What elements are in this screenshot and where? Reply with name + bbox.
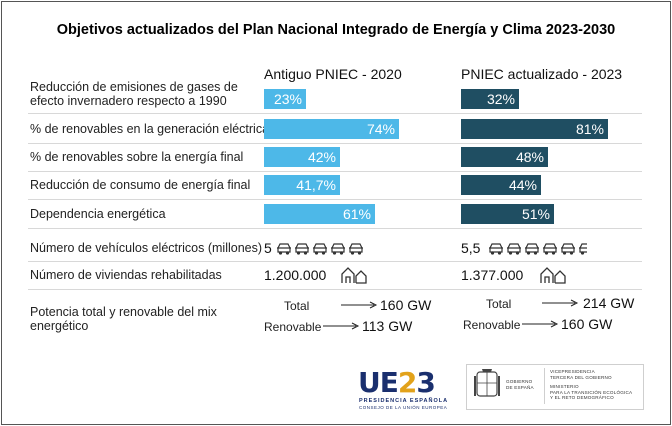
row-label-power: Potencia total y renovable del mix energ… [30, 305, 217, 333]
gov-right-line: PARA LA TRANSICIÓN ECOLÓGICA [550, 389, 633, 395]
row-separator [28, 171, 642, 172]
category-label: % de renovables sobre la energía final [30, 150, 244, 164]
row-separator [28, 143, 642, 144]
gov-right-line: Y EL RETO DEMOGRÁFICO [550, 395, 614, 400]
gov-divider [544, 368, 545, 404]
house-icon [341, 267, 367, 284]
bar-value-label: 61% [342, 206, 371, 222]
homes-new-value: 1.377.000 [461, 267, 524, 283]
power-old-renew-label: Renovable [264, 320, 322, 334]
bar-value-label: 48% [515, 149, 544, 165]
bar-old: 41,7% [264, 175, 340, 195]
arrow-right-icon [522, 320, 559, 328]
gov-left-text: GOBIERNO DE ESPAÑA [506, 379, 534, 390]
bar-new: 48% [461, 147, 548, 167]
bar-value-label: 44% [508, 177, 537, 193]
arrow-right-icon [542, 299, 579, 307]
category-label: Reducción de consumo de energía final [30, 178, 251, 192]
car-icon [489, 243, 503, 255]
power-new-total-value: 214 GW [583, 295, 635, 311]
arrow-right-icon [323, 322, 360, 330]
bar-value-label: 51% [521, 206, 550, 222]
car-icon [561, 243, 575, 255]
category-label: Reducción de emisiones de gases de efecto… [30, 80, 238, 108]
government-logo [466, 364, 644, 410]
car-icon [579, 243, 587, 255]
vehicles-new-value: 5,5 [461, 240, 481, 256]
car-icon [313, 243, 327, 255]
chart-title: Objetivos actualizados del Plan Nacional… [56, 22, 616, 38]
car-icon [507, 243, 521, 255]
arrow-right-icon [341, 301, 378, 309]
homes-old-value: 1.200.000 [264, 267, 327, 283]
bar-old: 74% [264, 119, 399, 139]
bar-value-label: 42% [307, 149, 336, 165]
power-old-total-label: Total [284, 299, 310, 313]
row-separator [28, 261, 642, 262]
gov-right-text: VICEPRESIDENCIA TERCERA DEL GOBIERNO MIN… [550, 369, 632, 401]
power-old-total-value: 160 GW [380, 297, 432, 313]
car-icon [295, 243, 309, 255]
gov-right-line: MINISTERIO [550, 384, 579, 389]
row-label-homes: Número de viviendas rehabilitadas [30, 268, 222, 282]
car-icon-group-new [488, 242, 589, 256]
gov-right-line: VICEPRESIDENCIA [550, 369, 595, 374]
bar-old: 42% [264, 147, 340, 167]
bar-old: 61% [264, 204, 375, 224]
legend-old: Antiguo PNIEC - 2020 [264, 66, 402, 82]
row-separator [28, 199, 642, 200]
power-new-total-label: Total [486, 297, 512, 311]
vehicles-old-value: 5 [264, 240, 272, 256]
bar-old: 23% [264, 89, 306, 109]
car-icon-group-old [276, 242, 366, 256]
car-icon [525, 243, 539, 255]
gov-left-line: GOBIERNO [506, 379, 533, 384]
row-separator [28, 113, 642, 114]
bar-new: 44% [461, 175, 541, 195]
legend-new: PNIEC actualizado - 2023 [461, 66, 623, 82]
eu-logo-line1: PRESIDENCIA ESPAÑOLA [359, 398, 449, 404]
category-label: Dependencia energética [30, 207, 166, 221]
gov-left-line: DE ESPAÑA [506, 384, 534, 390]
eu-logo-line2: CONSEJO DE LA UNIÓN EUROPEA [359, 405, 448, 410]
row-separator [28, 289, 642, 290]
bar-new: 51% [461, 204, 554, 224]
bar-value-label: 41,7% [296, 177, 336, 193]
bar-value-label: 23% [273, 91, 302, 107]
bar-value-label: 81% [575, 121, 604, 137]
bar-new: 32% [461, 89, 519, 109]
bar-new: 81% [461, 119, 608, 139]
car-icon [331, 243, 345, 255]
category-label: % de renovables en la generación eléctri… [30, 122, 270, 136]
gov-right-line: TERCERA DEL GOBIERNO [550, 374, 612, 380]
power-old-renew-value: 113 GW [362, 318, 413, 334]
house-icon [540, 267, 566, 284]
car-icon [543, 243, 557, 255]
row-label-power-line1: Potencia total y renovable del mix [30, 305, 217, 319]
coat-of-arms-icon [474, 369, 500, 397]
car-icon [277, 243, 291, 255]
row-label-vehicles: Número de vehículos eléctricos (millones… [30, 241, 263, 255]
car-icon [349, 243, 363, 255]
power-new-renew-label: Renovable [463, 318, 521, 332]
eu-presidency-logo: UE23 [358, 366, 436, 399]
row-separator [28, 228, 642, 229]
bar-value-label: 32% [486, 91, 515, 107]
bar-value-label: 74% [366, 121, 395, 137]
row-label-power-line2: energético [30, 319, 89, 333]
power-new-renew-value: 160 GW [561, 316, 613, 332]
